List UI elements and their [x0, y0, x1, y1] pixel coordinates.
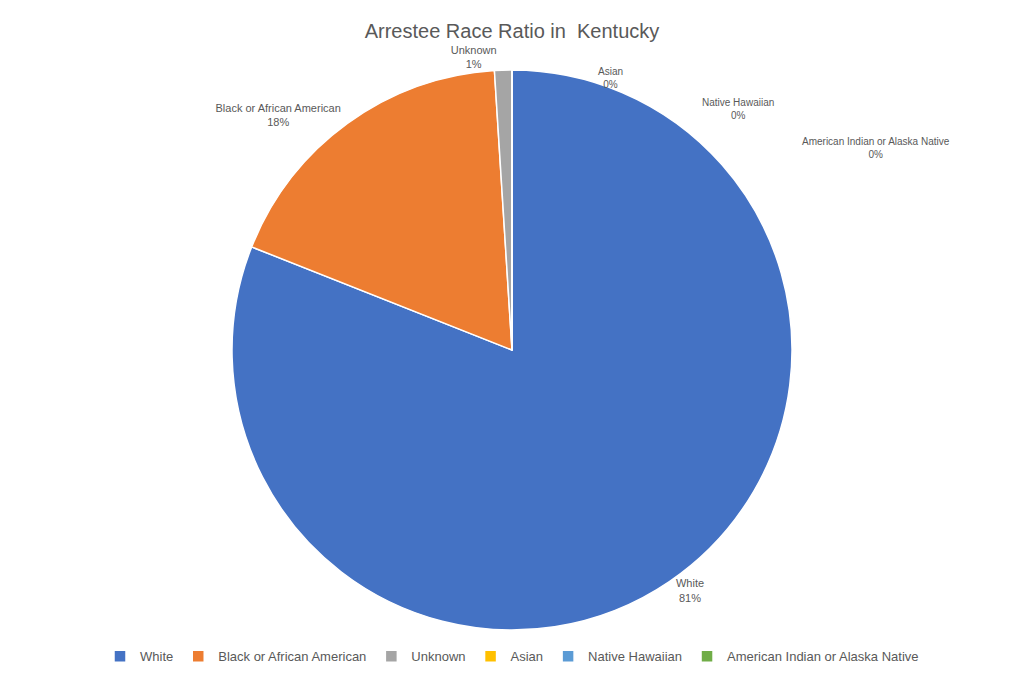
svg-text:Arrestee Race Ratio in Kentuc: Arrestee Race Ratio in Kentucky: [365, 20, 660, 42]
svg-text:American Indian or Alaska Nati: American Indian or Alaska Native0%: [802, 136, 950, 160]
svg-text:Unknown1%: Unknown1%: [451, 44, 497, 70]
svg-text:Black or African American: Black or African American: [218, 649, 366, 664]
svg-text:White: White: [140, 649, 173, 664]
svg-text:White81%: White81%: [676, 577, 704, 603]
svg-text:American Indian or Alaska Nati: American Indian or Alaska Native: [727, 649, 918, 664]
svg-text:Asian: Asian: [511, 649, 544, 664]
svg-text:Native Hawaiian0%: Native Hawaiian0%: [702, 97, 774, 121]
svg-text:Unknown: Unknown: [411, 649, 465, 664]
svg-text:Black or African American18%: Black or African American18%: [216, 102, 341, 128]
svg-text:Native Hawaiian: Native Hawaiian: [588, 649, 682, 664]
svg-text:Asian0%: Asian0%: [598, 66, 623, 90]
